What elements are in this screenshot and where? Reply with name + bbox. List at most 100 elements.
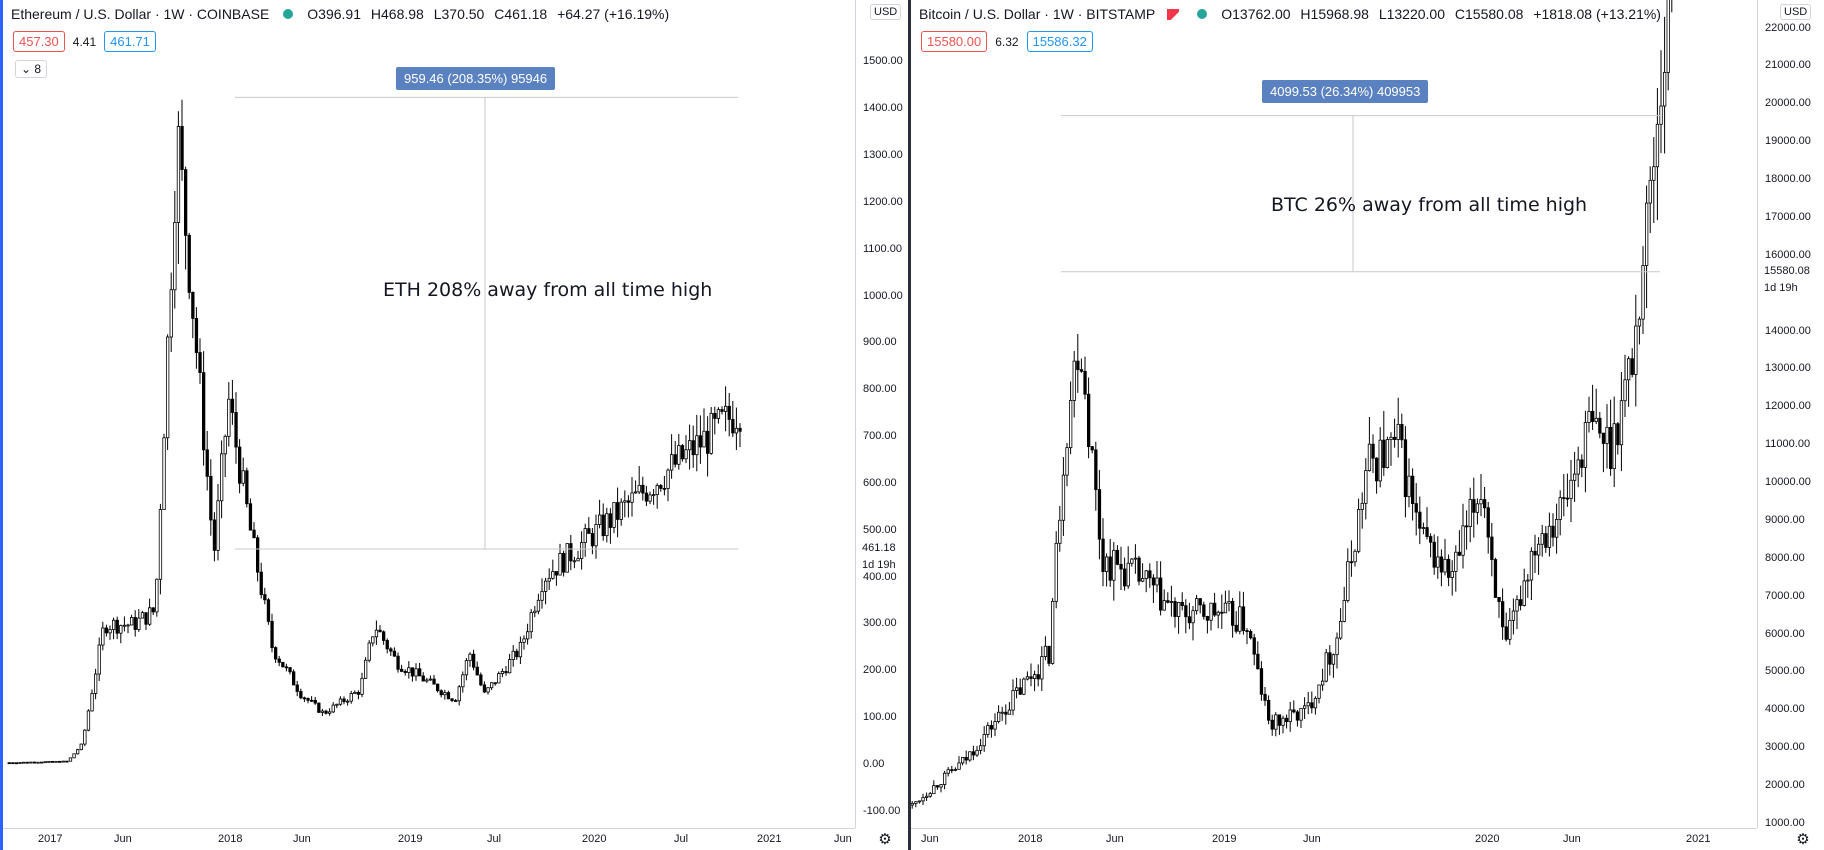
candle	[939, 784, 943, 793]
panel-divider[interactable]	[908, 0, 910, 850]
candle	[580, 531, 584, 570]
indicators-count: 8	[34, 62, 42, 76]
candle	[327, 708, 332, 716]
candle	[1439, 549, 1444, 587]
candle	[205, 431, 209, 491]
candle	[335, 703, 339, 709]
gear-icon[interactable]: ⚙	[1796, 831, 1810, 848]
candle	[1209, 602, 1213, 631]
candle	[1184, 599, 1188, 634]
candle	[997, 705, 1001, 724]
btc-bid-button[interactable]: 15580.00	[921, 31, 988, 52]
price-tick-label: 900.00	[863, 336, 897, 349]
btc-ask-button[interactable]: 15586.32	[1026, 31, 1093, 52]
candle	[320, 708, 325, 717]
bar-countdown-label: 1d 19h	[858, 557, 900, 572]
flag-icon[interactable]	[1167, 8, 1180, 20]
candle	[288, 666, 292, 675]
eth-time-axis[interactable]: 2017 Jun 2018 Jun 2019 Jul 2020 Jul 2021 Jun	[3, 828, 855, 850]
candle	[1475, 498, 1480, 525]
candle	[1284, 714, 1289, 729]
candle	[1302, 697, 1307, 719]
candle	[1212, 592, 1217, 617]
candle	[76, 748, 80, 755]
price-tick-label: 21000.00	[1765, 59, 1811, 72]
indicators-collapse-button[interactable]: ⌄ 8	[15, 60, 48, 78]
candle	[1155, 561, 1159, 593]
candle	[684, 435, 688, 464]
eth-chart-panel[interactable]: Ethereum / U.S. Dollar · 1W · COINBASE O…	[0, 0, 910, 850]
time-tick-label: Jul	[674, 833, 689, 845]
candle	[371, 636, 375, 647]
candle	[1634, 294, 1638, 407]
eth-price-axis[interactable]: USD 1500.00 1400.00 1300.00 1200.00 1100.00 1…	[855, 0, 910, 828]
candle	[608, 508, 613, 544]
candle	[54, 760, 58, 763]
candle	[162, 433, 166, 510]
candle	[993, 713, 997, 737]
price-tick-label: 1300.00	[863, 148, 903, 161]
candle	[1645, 185, 1649, 309]
btc-chart-panel[interactable]: Bitcoin / U.S. Dollar · 1W · BITSTAMP O1…	[910, 0, 1824, 850]
btc-symbol-title[interactable]: Bitcoin / U.S. Dollar · 1W · BITSTAMP	[919, 6, 1156, 22]
eth-currency-tag[interactable]: USD	[870, 4, 902, 20]
btc-time-axis[interactable]: Jun 2018 Jun 2019 Jun 2020 Jun 2021	[911, 828, 1757, 850]
candle	[1223, 590, 1228, 614]
candle	[738, 423, 742, 448]
eth-bid-button[interactable]: 457.30	[13, 31, 65, 52]
btc-price-axis[interactable]: USD 22000.00 21000.00 20000.00 19000.00 1800…	[1757, 0, 1824, 829]
candle	[644, 485, 649, 507]
candle	[1094, 441, 1098, 511]
candle	[237, 439, 242, 494]
candle	[1587, 396, 1591, 433]
eth-legend: Ethereum / U.S. Dollar · 1W · COINBASE O…	[11, 6, 675, 22]
candle	[482, 681, 487, 694]
candle	[986, 722, 990, 738]
eth-ask-button[interactable]: 461.71	[104, 31, 156, 52]
candle	[273, 646, 278, 663]
candle	[1666, 0, 1670, 91]
price-tick-label: 16000.00	[1765, 248, 1811, 261]
candle	[583, 523, 587, 557]
candle	[1083, 356, 1087, 400]
candle	[630, 477, 634, 517]
btc-candlestick-plot[interactable]	[911, 0, 1757, 828]
price-tick-label: 2000.00	[1765, 779, 1805, 792]
price-tick-label: 12000.00	[1765, 400, 1811, 413]
gear-icon[interactable]: ⚙	[878, 831, 892, 848]
candle	[1148, 563, 1152, 588]
eth-close: C461.18	[494, 6, 548, 22]
candle	[626, 495, 631, 518]
btc-legend: Bitcoin / U.S. Dollar · 1W · BITSTAMP O1…	[919, 6, 1667, 22]
candle	[1047, 645, 1051, 667]
candle	[1501, 588, 1505, 640]
candle	[727, 392, 731, 437]
candle	[497, 671, 501, 684]
candle	[1004, 704, 1008, 725]
candle	[1601, 432, 1606, 473]
candle	[932, 780, 936, 795]
candle	[1353, 549, 1357, 567]
candle	[1436, 536, 1440, 579]
candle	[637, 466, 641, 495]
candle	[410, 667, 415, 682]
candle	[540, 578, 544, 609]
candle	[1295, 710, 1300, 727]
candle	[1526, 574, 1530, 598]
eth-candlestick-plot[interactable]	[3, 0, 855, 828]
btc-annotation: BTC 26% away from all time high	[1271, 194, 1588, 216]
eth-symbol-title[interactable]: Ethereum / U.S. Dollar · 1W · COINBASE	[11, 6, 270, 22]
candle	[65, 760, 69, 763]
btc-currency-tag[interactable]: USD	[1780, 4, 1812, 20]
candle	[396, 652, 400, 673]
candle	[1493, 557, 1498, 598]
candle	[1641, 246, 1645, 335]
candle	[529, 608, 533, 639]
price-tick-label: 5000.00	[1765, 665, 1805, 678]
candle	[511, 645, 515, 667]
candle	[979, 738, 983, 755]
candle	[544, 577, 548, 605]
candle	[1133, 544, 1138, 574]
candle	[1317, 684, 1321, 704]
candle	[655, 483, 659, 509]
